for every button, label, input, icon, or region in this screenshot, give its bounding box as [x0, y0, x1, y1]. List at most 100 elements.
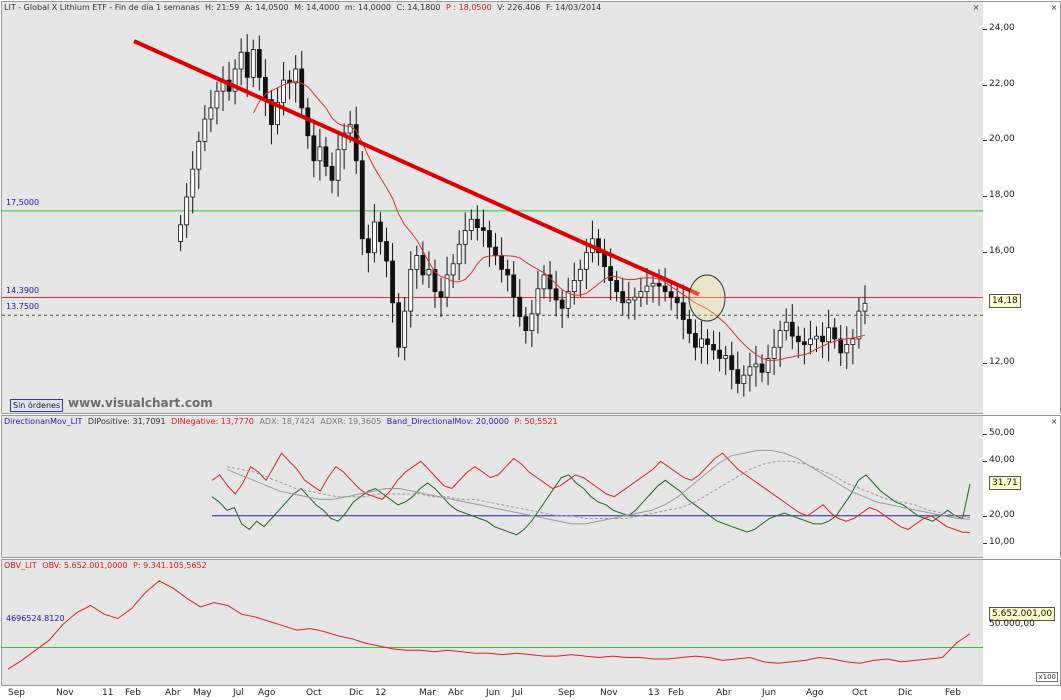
price-axis-tick	[983, 251, 987, 253]
obv-axis: x100	[983, 559, 1061, 686]
price-axis-tick	[983, 84, 987, 86]
obv-name: OBV_LIT	[4, 561, 37, 570]
dmi-axis-label: 20,00	[989, 509, 1015, 520]
dip-value: DIPositive: 31,7091	[87, 417, 166, 426]
sin-ordenes-button[interactable]: Sin órdenes	[10, 399, 64, 412]
price-chart	[2, 34, 983, 397]
dmi-name: DirectionanMov_LIT	[4, 417, 83, 426]
candle-body	[692, 332, 698, 348]
obv-value: OBV: 5.652.001,0000	[42, 561, 128, 570]
price-axis-label: 24,00	[989, 23, 1015, 33]
candle-body	[717, 349, 723, 359]
x-axis-label: Abr	[165, 688, 181, 698]
x-axis-label: Jul	[233, 688, 244, 698]
candle-body	[275, 101, 280, 126]
obv-line	[7, 580, 971, 670]
candle-body	[795, 335, 801, 343]
candle-body	[699, 338, 704, 348]
candle-body	[341, 132, 347, 151]
candle-body	[571, 280, 577, 293]
x-axis-label: Feb	[945, 688, 961, 698]
candle-body	[196, 140, 202, 170]
symbol-title: LIT - Global X Lithium ETF - Fin de día …	[4, 3, 200, 12]
dmi-chart	[211, 449, 971, 536]
price-axis-label: 22,00	[989, 78, 1015, 89]
candle-body	[208, 107, 214, 120]
candle-body	[178, 224, 184, 242]
candle-body	[680, 302, 686, 320]
candle-body	[783, 321, 789, 332]
level-label-17-5: 17,5000	[6, 198, 40, 207]
dmi-panel: DirectionanMov_LIT DIPositive: 31,7091 D…	[1, 415, 984, 558]
candle-body	[432, 268, 438, 293]
dmi-axis-label: 50,00	[989, 428, 1015, 438]
scale-button[interactable]: x100	[1036, 672, 1058, 682]
candle-body	[862, 302, 868, 312]
candle-body	[372, 221, 377, 254]
candle-body	[814, 335, 819, 340]
candle-body	[329, 165, 335, 181]
price-axis-tick	[983, 140, 987, 142]
dmi-series-adx-line	[226, 449, 971, 525]
panel-close-icon[interactable]: ×	[972, 3, 980, 12]
low-value: m: 14,0000	[344, 3, 392, 12]
candle-body	[547, 274, 553, 290]
candle-body	[190, 168, 196, 198]
candle-body	[735, 369, 741, 384]
candle-body	[565, 291, 571, 309]
price-axis-label: 12,00	[989, 357, 1015, 367]
candle-body	[789, 321, 795, 337]
p-value: P : 18,0500	[446, 3, 492, 12]
candle-body	[293, 68, 299, 84]
x-axis-label: Dic	[349, 688, 364, 698]
x-axis-label: Feb	[668, 688, 684, 698]
x-axis-label: Feb	[125, 688, 141, 698]
candle-body	[583, 252, 589, 270]
price-axis-label: 18,00	[989, 190, 1015, 200]
candle-body	[481, 227, 486, 231]
x-axis-label: Jun	[762, 688, 777, 698]
axis-close-icon[interactable]: ×	[1050, 3, 1058, 12]
candle-body	[499, 255, 504, 270]
x-axis-label: Ago	[258, 688, 276, 698]
candle-body	[771, 346, 777, 359]
dmi-axis-label: 10,00	[989, 537, 1015, 547]
x-axis-label: Oct	[852, 688, 868, 698]
candle-body	[450, 263, 456, 276]
x-axis-label: 11	[102, 688, 114, 698]
dmi-close-icon[interactable]: ×	[1050, 417, 1058, 426]
price-axis: ×	[983, 1, 1061, 414]
price-axis-label: 20,00	[989, 134, 1015, 145]
last-price-badge: 14,18	[989, 294, 1021, 308]
candle-body	[202, 118, 208, 142]
dmi-header: DirectionanMov_LIT DIPositive: 31,7091 D…	[4, 416, 561, 428]
level-label-14-39: 14.3900	[6, 286, 40, 295]
candle-body	[184, 196, 190, 226]
x-axis-label: Nov	[600, 688, 618, 698]
x-axis-label: Ago	[806, 688, 824, 698]
candle-body	[323, 146, 329, 167]
candle-body	[365, 238, 371, 254]
level-label-13-75: 13.7500	[6, 302, 40, 311]
dmi-axis-label: 40,00	[989, 455, 1015, 466]
price-axis-tick	[983, 363, 987, 364]
obv-header: OBV_LIT OBV: 5.652.001,0000 P: 9.341.105…	[4, 560, 210, 572]
candle-body	[844, 344, 850, 354]
x-axis-label: May	[193, 688, 212, 698]
candle-body	[299, 68, 305, 109]
x-axis-label: Jun	[486, 688, 501, 698]
candle-body	[462, 229, 468, 245]
candle-body	[674, 296, 680, 304]
obv-panel: OBV_LIT OBV: 5.652.001,0000 P: 9.341.105…	[1, 559, 984, 686]
x-axis-label: 12	[375, 688, 387, 698]
candle-body	[505, 268, 511, 276]
x-axis	[1, 685, 1060, 700]
candle-body	[517, 296, 523, 318]
obv-level-label: 4696524.8120	[6, 614, 65, 623]
candle-body	[638, 291, 644, 298]
close-value: C: 14,1800	[396, 3, 441, 12]
price-header: LIT - Global X Lithium ETF - Fin de día …	[4, 2, 604, 14]
candle-body	[596, 238, 601, 254]
candle-body	[808, 338, 813, 345]
candle-body	[232, 68, 238, 92]
